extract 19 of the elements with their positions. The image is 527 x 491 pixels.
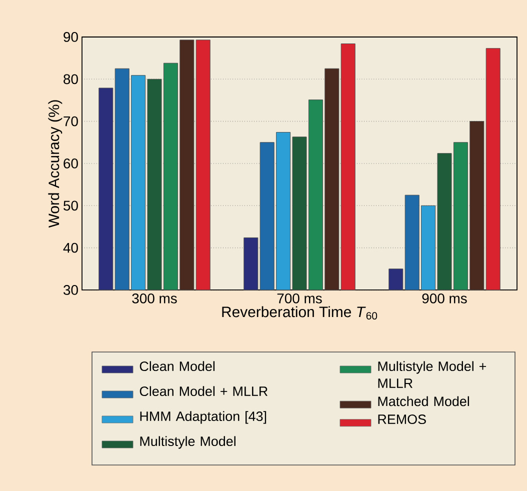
y-tick-label: 50 bbox=[64, 200, 78, 211]
legend-label: Clean Model bbox=[140, 361, 215, 372]
legend-label: Multistyle Model + MLLR bbox=[378, 361, 486, 388]
y-tick-label: 60 bbox=[64, 158, 78, 168]
x-tick-label: 300 ms bbox=[132, 293, 177, 304]
x-tick-label: 900 ms bbox=[422, 293, 467, 304]
legend-label: REMOS bbox=[378, 414, 426, 424]
y-tick-label: 80 bbox=[64, 74, 78, 84]
y-tick-label: 40 bbox=[63, 242, 78, 253]
legend-label: Multistyle Model bbox=[140, 436, 236, 449]
legend-label: HMM Adaptation [43] bbox=[140, 411, 266, 424]
y-tick-label: 70 bbox=[64, 116, 78, 126]
x-axis-title: Reverberation Time T$_{60}$ bbox=[222, 306, 378, 320]
y-tick-label: 30 bbox=[64, 285, 78, 295]
y-tick-label: 90 bbox=[64, 32, 78, 42]
y-axis-title: Word Accuracy (%) bbox=[48, 100, 62, 228]
legend-label: Matched Model bbox=[378, 396, 469, 406]
x-tick-label: 700 ms bbox=[277, 293, 322, 304]
legend-label: Clean Model + MLLR bbox=[140, 386, 268, 396]
